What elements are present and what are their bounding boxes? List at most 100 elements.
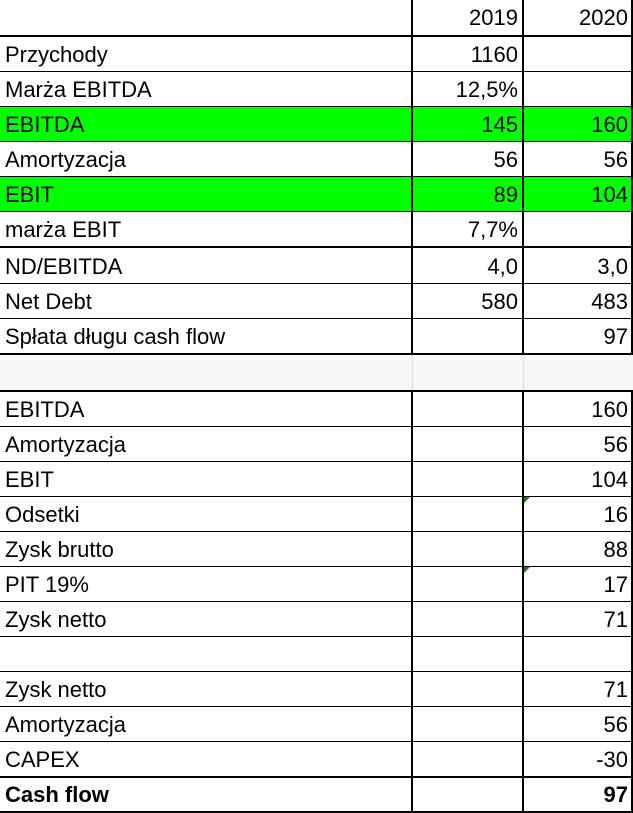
cell-note-indicator-icon[interactable] xyxy=(524,497,530,503)
row-label[interactable]: Przychody xyxy=(5,42,108,67)
cell-note-indicator-icon[interactable] xyxy=(524,567,530,573)
row-label[interactable]: Cash flow xyxy=(5,782,109,807)
value-2019[interactable]: 1160 xyxy=(470,42,518,67)
grid-line xyxy=(0,461,633,462)
row-label[interactable]: Zysk netto xyxy=(5,607,107,632)
grid-line xyxy=(411,0,413,355)
value-2019[interactable]: 4,0 xyxy=(487,254,518,279)
table2-row: Zysk netto 71 xyxy=(0,602,633,637)
value-2019[interactable]: 145 xyxy=(412,107,523,142)
value-2020[interactable] xyxy=(523,72,633,107)
value-2020[interactable] xyxy=(523,212,633,247)
value-2020[interactable]: 17 xyxy=(603,572,628,597)
row-label[interactable]: Marża EBITDA xyxy=(5,77,152,102)
grid-line xyxy=(0,671,633,672)
row-label[interactable]: Odsetki xyxy=(5,502,80,527)
value-2020[interactable]: 56 xyxy=(603,147,628,172)
table1-row-highlighted: EBITDA 145 160 xyxy=(0,107,633,142)
value-2019[interactable]: 12,5% xyxy=(455,77,518,102)
value-2019[interactable] xyxy=(412,319,523,354)
row-label[interactable]: Amortyzacja xyxy=(5,432,127,457)
value-2020[interactable]: 483 xyxy=(591,289,628,314)
table3-row: Amortyzacja 56 xyxy=(0,707,633,742)
row-label[interactable]: CAPEX xyxy=(5,747,80,772)
grid-line xyxy=(0,566,633,567)
grid-line xyxy=(0,741,633,742)
value-2020[interactable]: 104 xyxy=(523,177,633,212)
value-2020[interactable]: 56 xyxy=(603,712,628,737)
row-label[interactable]: EBIT xyxy=(0,177,412,212)
value-2019[interactable]: 56 xyxy=(493,147,518,172)
grid-line xyxy=(522,390,524,813)
grid-line xyxy=(0,71,633,72)
row-label[interactable]: EBIT xyxy=(5,467,54,492)
row-label[interactable]: Net Debt xyxy=(5,289,92,314)
table2-row: EBIT 104 xyxy=(0,462,633,497)
row-label[interactable]: Amortyzacja xyxy=(5,712,127,737)
value-2019[interactable] xyxy=(412,672,523,707)
table2-row: Amortyzacja 56 xyxy=(0,427,633,462)
value-2019[interactable] xyxy=(412,427,523,462)
row-label[interactable]: PIT 19% xyxy=(5,572,89,597)
grid-line xyxy=(0,141,633,142)
header-year-2020[interactable]: 2020 xyxy=(579,5,628,30)
value-2020[interactable]: 104 xyxy=(591,467,628,492)
table2-row: EBITDA 160 xyxy=(0,392,633,427)
row-label[interactable]: Spłata długu cash flow xyxy=(5,324,226,349)
table2-row: Zysk brutto 88 xyxy=(0,532,633,567)
value-2020[interactable]: 56 xyxy=(603,432,628,457)
header-year-2019[interactable]: 2019 xyxy=(469,5,518,30)
value-2019[interactable] xyxy=(412,392,523,427)
table1-row: Przychody 1160 xyxy=(0,37,633,72)
row-label[interactable]: marża EBIT xyxy=(5,217,122,242)
value-2019[interactable]: 7,7% xyxy=(467,217,518,242)
table1-row: marża EBIT 7,7% xyxy=(0,212,633,247)
grid-line xyxy=(0,531,633,532)
grid-line xyxy=(0,283,633,284)
table3-row-total: Cash flow 97 xyxy=(0,777,633,812)
grid-line xyxy=(0,211,633,212)
value-2019[interactable]: 580 xyxy=(481,289,518,314)
value-2020[interactable]: 3,0 xyxy=(597,254,628,279)
value-2019[interactable] xyxy=(412,532,523,567)
value-2019[interactable] xyxy=(412,707,523,742)
row-label[interactable]: Amortyzacja xyxy=(5,147,127,172)
grid-line xyxy=(523,355,524,390)
value-2020[interactable]: 16 xyxy=(603,502,628,527)
value-2020[interactable]: 71 xyxy=(603,607,628,632)
grid-line xyxy=(631,390,633,813)
value-2020[interactable]: 160 xyxy=(591,397,628,422)
value-2020[interactable]: 97 xyxy=(603,324,628,349)
value-2019[interactable] xyxy=(412,497,523,532)
grid-line xyxy=(0,496,633,497)
value-2020[interactable]: -30 xyxy=(596,747,628,772)
grid-line xyxy=(0,318,633,319)
grid-line xyxy=(0,176,633,177)
value-2019[interactable] xyxy=(412,777,523,812)
value-2020[interactable]: 71 xyxy=(603,677,628,702)
grid-line xyxy=(0,106,633,107)
grid-line xyxy=(0,636,633,637)
value-2020[interactable]: 97 xyxy=(603,782,628,807)
value-2020[interactable] xyxy=(523,37,633,72)
table2-row: Odsetki 16 xyxy=(0,497,633,532)
row-label[interactable]: EBITDA xyxy=(5,397,85,422)
value-2019[interactable]: 89 xyxy=(412,177,523,212)
value-2019[interactable] xyxy=(412,602,523,637)
grid-line xyxy=(0,246,633,248)
row-label[interactable]: Zysk brutto xyxy=(5,537,114,562)
value-2019[interactable] xyxy=(412,462,523,497)
value-2019[interactable] xyxy=(412,567,523,602)
grid-line xyxy=(0,601,633,602)
grid-line xyxy=(0,353,633,355)
value-2019[interactable] xyxy=(412,742,523,777)
value-2020[interactable]: 160 xyxy=(523,107,633,142)
value-2020[interactable]: 88 xyxy=(603,537,628,562)
row-label[interactable]: EBITDA xyxy=(0,107,412,142)
row-label[interactable]: ND/EBITDA xyxy=(5,254,123,279)
grid-line xyxy=(0,776,633,778)
grid-line xyxy=(631,0,633,355)
row-label[interactable]: Zysk netto xyxy=(5,677,107,702)
header-label-cell[interactable] xyxy=(0,0,412,35)
